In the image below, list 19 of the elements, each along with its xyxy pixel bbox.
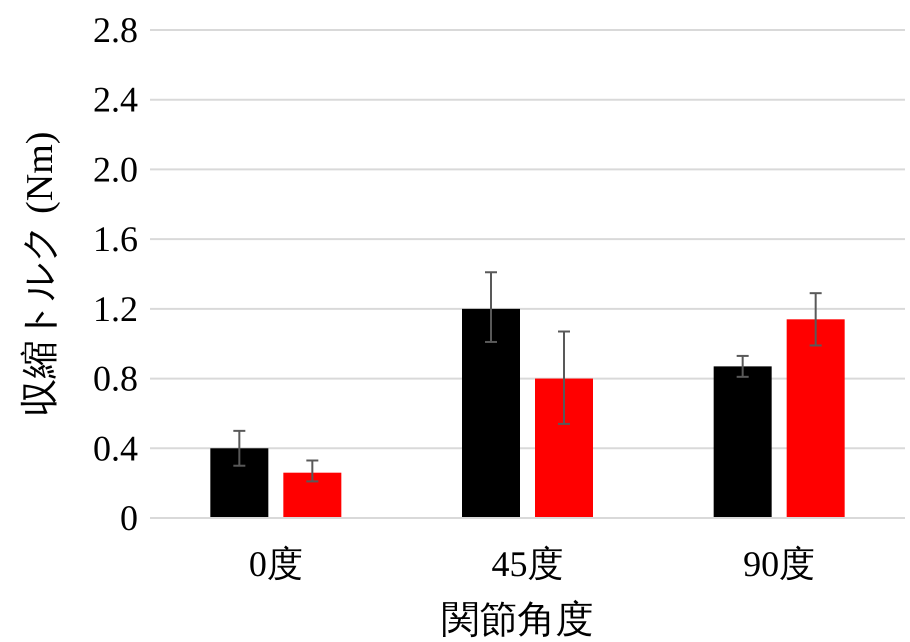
y-tick-label: 0.8 (93, 358, 138, 399)
x-axis-title: 関節角度 (442, 599, 594, 641)
bar (786, 319, 845, 518)
bar (210, 448, 268, 518)
x-tick-label: 0度 (248, 544, 303, 584)
x-tick-label: 45度 (492, 544, 564, 584)
bar (535, 378, 593, 518)
y-tick-label: 1.6 (93, 219, 138, 260)
y-tick-label: 0 (120, 498, 138, 538)
y-axis-title: 収縮トルク (Nm) (19, 132, 61, 416)
y-tick-label: 1.2 (93, 288, 138, 329)
y-tick-label: 2.4 (93, 80, 138, 120)
y-tick-label: 2.8 (93, 10, 138, 50)
bar (283, 472, 342, 518)
bar (714, 366, 772, 518)
y-tick-label: 2.0 (93, 149, 138, 190)
x-tick-label: 90度 (743, 544, 816, 584)
bar (462, 308, 520, 518)
y-tick-label: 0.4 (93, 428, 138, 468)
